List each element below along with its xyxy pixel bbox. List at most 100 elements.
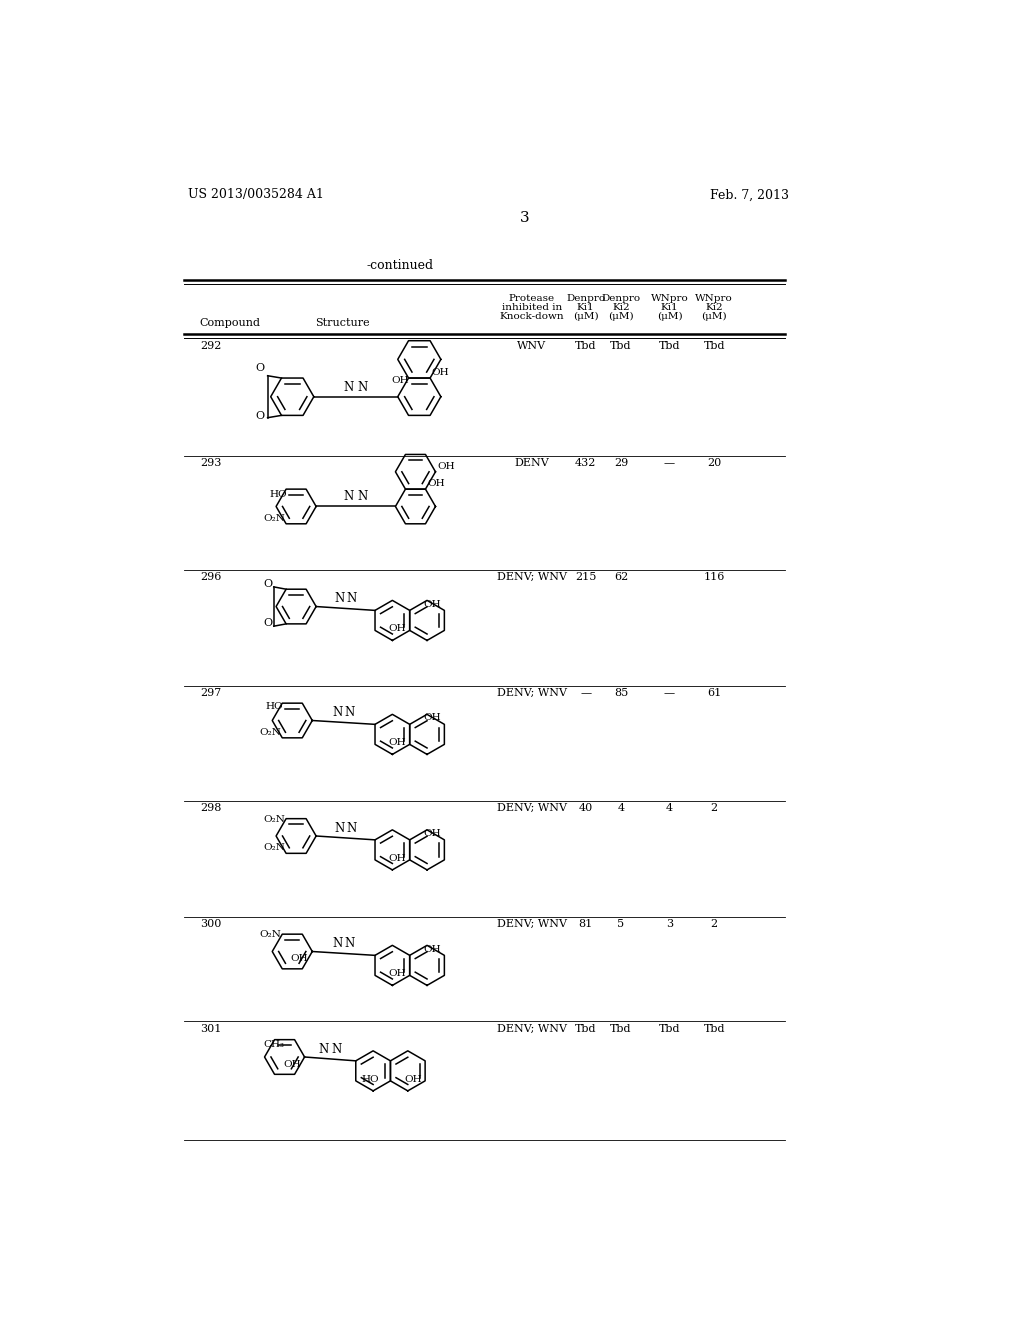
Text: (μM): (μM) [701,313,727,321]
Text: 62: 62 [614,573,628,582]
Text: O₂N: O₂N [263,513,285,523]
Text: 4: 4 [617,804,625,813]
Text: 432: 432 [574,458,596,469]
Text: 20: 20 [708,458,721,469]
Text: (μM): (μM) [572,313,598,321]
Text: N: N [344,490,354,503]
Text: 5: 5 [617,919,625,929]
Text: 40: 40 [579,804,593,813]
Text: N: N [346,822,356,834]
Text: OH: OH [437,462,455,471]
Text: Tbd: Tbd [703,1024,725,1035]
Text: N: N [357,380,368,393]
Text: US 2013/0035284 A1: US 2013/0035284 A1 [188,189,325,202]
Text: O: O [263,579,272,589]
Text: —: — [664,458,675,469]
Text: Tbd: Tbd [574,1024,596,1035]
Text: OH: OH [423,829,440,838]
Text: Ki2: Ki2 [612,304,630,312]
Text: -continued: -continued [367,259,433,272]
Text: HO: HO [265,702,283,711]
Text: OH: OH [291,954,308,964]
Text: DENV; WNV: DENV; WNV [497,573,566,582]
Text: Tbd: Tbd [658,1024,680,1035]
Text: OH: OH [283,1060,301,1069]
Text: HO: HO [361,1074,379,1084]
Text: O: O [255,363,264,374]
Text: N: N [318,1043,329,1056]
Text: Ki1: Ki1 [577,304,595,312]
Text: N: N [333,937,343,950]
Text: DENV; WNV: DENV; WNV [497,804,566,813]
Text: Tbd: Tbd [610,341,632,351]
Text: DENV; WNV: DENV; WNV [497,688,566,698]
Text: OH: OH [423,599,440,609]
Text: (μM): (μM) [656,313,682,321]
Text: 85: 85 [614,688,628,698]
Text: HO: HO [269,490,287,499]
Text: OH: OH [391,376,410,384]
Text: N: N [345,937,355,950]
Text: Tbd: Tbd [703,341,725,351]
Text: O₂N: O₂N [263,814,285,824]
Text: Structure: Structure [315,318,370,329]
Text: 300: 300 [200,919,221,929]
Text: 296: 296 [200,573,221,582]
Text: OH: OH [388,738,407,747]
Text: Tbd: Tbd [574,341,596,351]
Text: 298: 298 [200,804,221,813]
Text: Ki2: Ki2 [706,304,723,312]
Text: 215: 215 [574,573,596,582]
Text: Ki1: Ki1 [660,304,678,312]
Text: 4: 4 [666,804,673,813]
Text: O: O [255,412,264,421]
Text: Protease: Protease [509,294,555,302]
Text: 61: 61 [708,688,721,698]
Text: 2: 2 [711,919,718,929]
Text: 2: 2 [711,804,718,813]
Text: 81: 81 [579,919,593,929]
Text: 292: 292 [200,341,221,351]
Text: OH: OH [403,1074,422,1084]
Text: N: N [346,593,356,606]
Text: Denpro: Denpro [566,294,605,302]
Text: Compound: Compound [200,318,261,329]
Text: WNpro: WNpro [650,294,688,302]
Text: (μM): (μM) [608,313,634,321]
Text: OH: OH [423,714,440,722]
Text: CH₃: CH₃ [263,1040,284,1049]
Text: N: N [334,593,344,606]
Text: —: — [580,688,591,698]
Text: OH: OH [388,854,407,863]
Text: O₂N: O₂N [263,843,285,853]
Text: 301: 301 [200,1024,221,1035]
Text: 3: 3 [520,211,529,224]
Text: OH: OH [388,624,407,634]
Text: 29: 29 [614,458,628,469]
Text: 297: 297 [200,688,221,698]
Text: OH: OH [432,368,450,378]
Text: —: — [664,688,675,698]
Text: 116: 116 [703,573,725,582]
Text: O₂N: O₂N [259,727,281,737]
Text: OH: OH [388,969,407,978]
Text: 293: 293 [200,458,221,469]
Text: Feb. 7, 2013: Feb. 7, 2013 [710,189,788,202]
Text: N: N [345,706,355,719]
Text: DENV: DENV [514,458,549,469]
Text: O: O [263,618,272,628]
Text: N: N [357,490,368,503]
Text: WNpro: WNpro [695,294,733,302]
Text: DENV; WNV: DENV; WNV [497,919,566,929]
Text: N: N [331,1043,341,1056]
Text: O₂N: O₂N [259,931,281,940]
Text: N: N [344,380,354,393]
Text: N: N [334,822,344,834]
Text: 3: 3 [666,919,673,929]
Text: OH: OH [427,479,444,488]
Text: inhibited in: inhibited in [502,304,562,312]
Text: N: N [333,706,343,719]
Text: DENV; WNV: DENV; WNV [497,1024,566,1035]
Text: WNV: WNV [517,341,546,351]
Text: Knock-down: Knock-down [500,313,564,321]
